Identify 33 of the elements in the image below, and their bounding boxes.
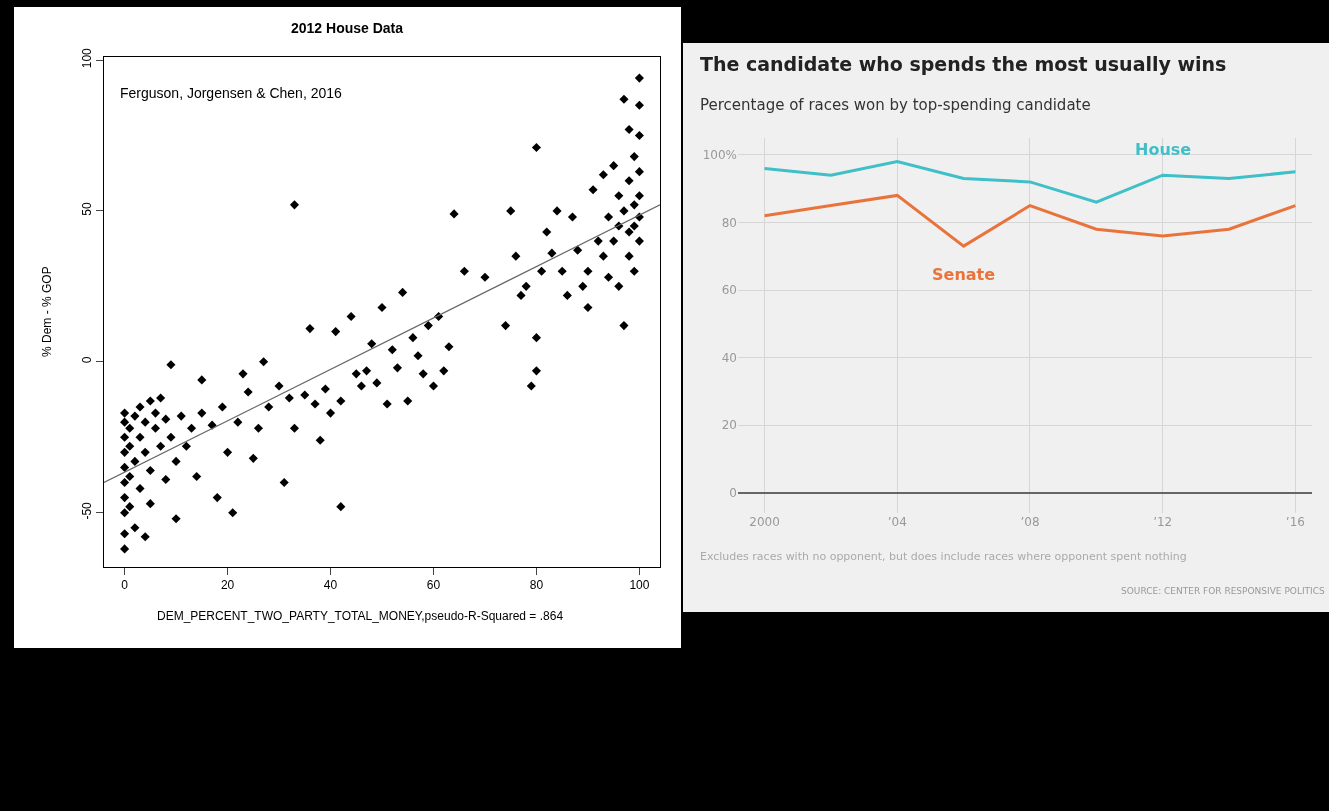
x-axis-title: DEM_PERCENT_TWO_PARTY_TOTAL_MONEY,pseudo-R-Squared = .864 — [157, 609, 564, 623]
line-series — [763, 160, 1297, 204]
series-label: House — [1135, 140, 1192, 159]
x-tick-label: ’04 — [887, 515, 907, 529]
chart-title: The candidate who spends the most usually wins — [700, 53, 1227, 75]
x-tick-label: ’16 — [1285, 515, 1305, 529]
chart-title: 2012 House Data — [291, 20, 404, 36]
x-tick-label: 20 — [220, 578, 235, 593]
y-tick-label: 60 — [721, 283, 737, 298]
x-tick-label: 100 — [629, 578, 650, 593]
y-tick-label: 0 — [80, 356, 95, 364]
x-tick-label: 40 — [323, 578, 338, 593]
y-tick-label: 20 — [721, 418, 737, 433]
series-label: Senate — [932, 265, 996, 284]
x-tick-label: 80 — [529, 578, 544, 593]
x-tick-label: 60 — [426, 578, 441, 593]
y-tick-label: 80 — [721, 215, 737, 230]
y-tick-label: 100 — [80, 47, 95, 69]
y-tick-label: 100% — [702, 148, 737, 163]
x-tick-label: 2000 — [749, 515, 780, 529]
line-series — [763, 193, 1297, 248]
x-tick-label: ’08 — [1020, 515, 1040, 529]
y-tick-label: 50 — [80, 202, 95, 216]
y-axis-title: % Dem - % GOP — [40, 266, 54, 357]
y-tick-label: 0 — [729, 485, 737, 500]
source-note: SOURCE: CENTER FOR RESPONSIVE POLITICS — [1121, 586, 1326, 596]
chart-subtitle: Percentage of races won by top-spending candidate — [700, 96, 1091, 114]
x-tick-label: 0 — [121, 578, 129, 593]
text: Excludes races with no opponent, but does include races where opponent spent nothing — [700, 550, 1187, 563]
annotation: Ferguson, Jorgensen & Chen, 2016 — [120, 85, 343, 101]
y-tick-label: -50 — [80, 501, 95, 520]
y-tick-label: 40 — [721, 350, 737, 365]
x-tick-label: ’12 — [1153, 515, 1173, 529]
